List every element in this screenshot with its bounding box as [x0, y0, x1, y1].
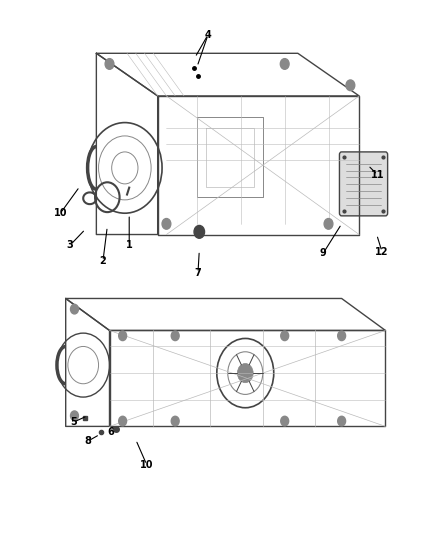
Text: 1: 1	[126, 240, 133, 250]
Text: 9: 9	[320, 248, 327, 258]
Text: 4: 4	[205, 30, 212, 39]
Circle shape	[281, 416, 289, 426]
Circle shape	[119, 331, 127, 341]
Circle shape	[119, 416, 127, 426]
Text: 11: 11	[371, 170, 384, 180]
Circle shape	[71, 411, 78, 421]
Circle shape	[105, 59, 114, 69]
Circle shape	[324, 219, 333, 229]
Circle shape	[194, 225, 205, 238]
Text: 2: 2	[99, 256, 106, 266]
Text: 6: 6	[107, 427, 114, 437]
Circle shape	[281, 331, 289, 341]
Circle shape	[237, 364, 253, 383]
Text: 7: 7	[194, 268, 201, 278]
Circle shape	[171, 331, 179, 341]
Text: 10: 10	[54, 208, 67, 218]
Text: 10: 10	[140, 460, 153, 470]
Text: 3: 3	[67, 240, 74, 250]
Circle shape	[171, 416, 179, 426]
Circle shape	[280, 59, 289, 69]
Circle shape	[71, 304, 78, 314]
FancyBboxPatch shape	[339, 152, 388, 216]
Circle shape	[346, 80, 355, 91]
Text: 12: 12	[375, 247, 389, 256]
Circle shape	[338, 416, 346, 426]
Text: 8: 8	[84, 437, 91, 446]
Text: 5: 5	[70, 417, 77, 427]
Circle shape	[338, 331, 346, 341]
Circle shape	[162, 219, 171, 229]
